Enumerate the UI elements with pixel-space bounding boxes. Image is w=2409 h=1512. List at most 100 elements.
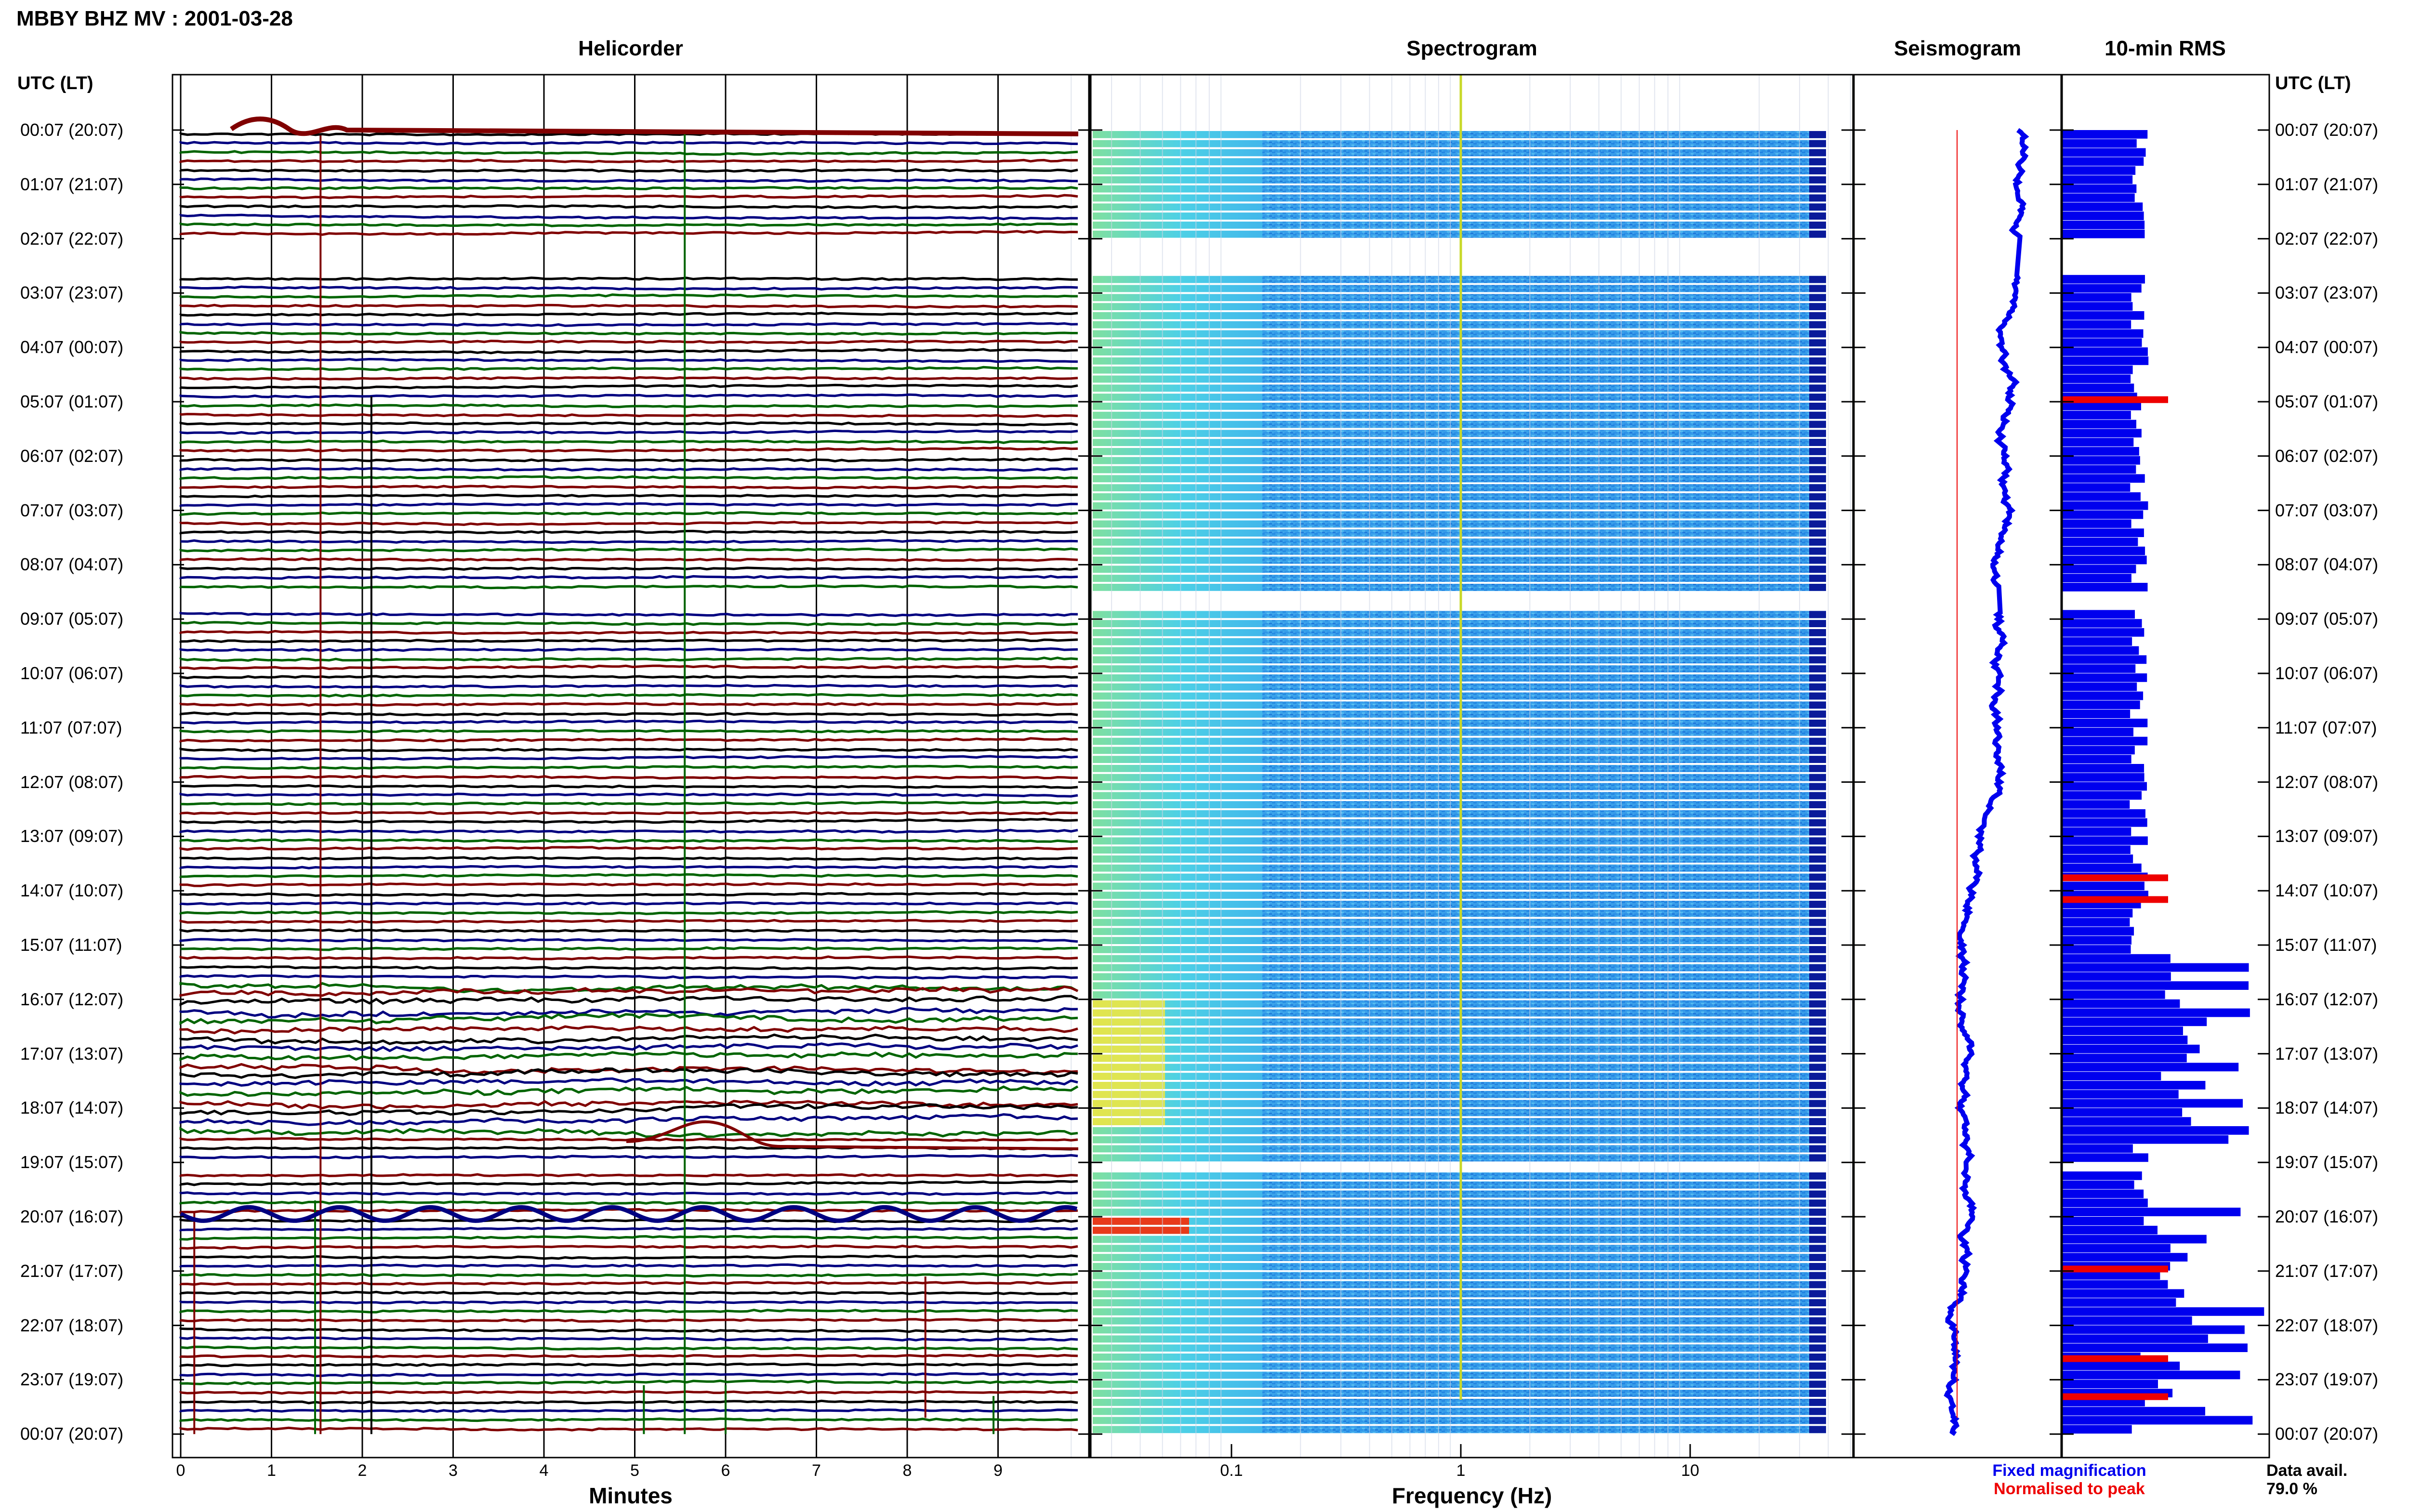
spectrogram-edge [1809,692,1826,700]
spectrogram-noise [1262,230,1826,238]
spectrogram-edge [1809,212,1826,220]
rms-bar [2062,700,2140,710]
helicorder-x-tick-label: 1 [267,1461,276,1480]
rms-bar [2062,1334,2208,1343]
helicorder-trace [179,647,1078,652]
helicorder-trace [179,755,1078,761]
rms-bar [2062,410,2131,420]
spectrogram-noise [1262,1335,1826,1343]
spectrogram-noise [1262,511,1826,519]
spectrogram-edge [1809,1263,1826,1270]
helicorder-trace [179,1051,1078,1061]
helicorder-x-tick-label: 4 [539,1461,549,1480]
rms-bar [2062,338,2142,347]
y-tick-label-left: 15:07 (11:07) [20,935,122,955]
spectrogram-noise [1262,873,1826,881]
helicorder-trace [179,995,1078,1007]
helicorder-trace [179,1033,1078,1045]
spectrogram-noise [1262,901,1826,908]
rms-bar [2062,1008,2250,1017]
y-axis-header-right: UTC (LT) [2275,73,2351,93]
spectrogram-noise [1262,1263,1826,1270]
rms-bar [2062,1198,2148,1208]
spectrogram-edge [1809,747,1826,754]
spectrogram-edge [1809,321,1826,329]
spectrogram-edge [1809,783,1826,790]
spectrogram-noise [1262,1371,1826,1379]
spectrogram-edge [1809,230,1826,238]
spectrogram-noise [1262,692,1826,700]
spectrogram-hot [1093,1073,1165,1080]
y-tick-label-right: 05:07 (01:07) [2275,392,2379,411]
rms-bar [2062,574,2131,582]
spectrogram-noise [1262,312,1826,319]
helicorder-x-tick-label: 9 [993,1461,1003,1480]
helicorder-trace [179,457,1078,462]
spectrogram-edge [1809,1399,1826,1406]
rms-bar-normalised [2062,1393,2168,1400]
spectrogram-noise [1262,167,1826,174]
spectrogram-noise [1262,1127,1826,1134]
y-tick-label-right: 20:07 (16:07) [2275,1207,2379,1226]
spectrogram-edge [1809,919,1826,926]
data-avail-value: 79.0 % [2266,1480,2317,1498]
helicorder-trace [179,475,1078,480]
spectrogram-edge [1809,991,1826,999]
rms-bar [2062,1063,2239,1072]
spectrogram-edge [1809,683,1826,691]
y-tick-label-right: 22:07 (18:07) [2275,1315,2379,1335]
rms-bar [2062,492,2141,501]
spectrogram-edge [1809,276,1826,283]
helicorder-trace [179,1290,1078,1295]
spectrogram-noise [1262,1399,1826,1406]
helicorder-trace [179,520,1078,526]
helicorder-trace [179,729,1078,734]
spectrogram-noise [1262,1018,1826,1026]
y-tick-label-left: 01:07 (21:07) [20,174,124,194]
spectrogram-noise [1262,520,1826,528]
spectrogram-noise [1262,1426,1826,1433]
y-tick-label-right: 12:07 (08:07) [2275,772,2379,792]
rms-bar [2062,284,2142,293]
rms-bar [2062,383,2134,393]
spectrogram-hot [1093,1045,1165,1053]
spectrogram-noise [1262,1236,1826,1243]
spectrogram-edge [1809,493,1826,500]
spectrogram-edge [1809,176,1826,184]
helicorder-trace [179,566,1078,571]
y-tick-label-right: 11:07 (07:07) [2275,717,2377,737]
spectrogram-edge [1809,439,1826,446]
spectrogram-noise [1262,556,1826,564]
rms-bar [2062,1036,2188,1044]
spectrogram-edge [1809,982,1826,989]
helicorder-trace [179,511,1078,516]
helicorder-trace [179,1372,1078,1377]
helicorder-trace [179,1426,1078,1432]
spectrogram-edge [1809,1190,1826,1198]
spectrogram-edge [1809,701,1826,709]
helicorder-trace [179,303,1078,309]
spectrogram-noise [1262,575,1826,582]
spectrogram-noise [1262,828,1826,836]
spectrogram-noise [1262,430,1826,437]
rms-bar [2062,1099,2243,1108]
rms-bar [2062,773,2144,782]
helicorder-title: Helicorder [578,37,683,60]
spectrogram-noise [1262,411,1826,419]
helicorder-trace [179,928,1078,933]
helicorder-trace [179,1025,1078,1035]
spectrogram-noise [1262,1381,1826,1388]
spectrogram-edge [1809,1127,1826,1134]
rms-bar [2062,1407,2206,1416]
rms-bar [2062,1253,2188,1262]
spectrogram-edge [1809,403,1826,410]
y-tick-label-right: 19:07 (15:07) [2275,1152,2379,1172]
spectrogram-edge [1809,774,1826,781]
helicorder-x-tick-label: 3 [449,1461,458,1480]
rms-bar [2062,175,2133,184]
helicorder-trace [179,502,1078,507]
y-tick-label-left: 23:07 (19:07) [20,1369,124,1390]
rms-bar [2062,538,2138,546]
rms-bar [2062,229,2145,238]
spectrogram-edge [1809,303,1826,310]
